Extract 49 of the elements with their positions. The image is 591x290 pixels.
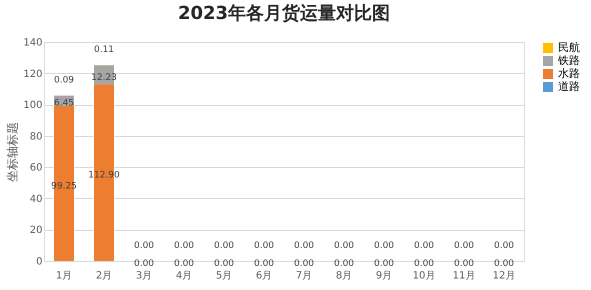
data-label: 0.00 — [374, 241, 394, 251]
data-label: 0.00 — [414, 259, 434, 269]
data-label: 0.00 — [294, 259, 314, 269]
data-label: 0.00 — [134, 259, 154, 269]
data-label: 6.45 — [54, 98, 74, 109]
data-label: 0.00 — [494, 241, 514, 251]
y-tick-label: 20 — [30, 225, 42, 236]
x-tick-label: 7月 — [296, 270, 312, 282]
data-label: 0.00 — [454, 259, 474, 269]
y-tick-label: 0 — [36, 256, 42, 268]
data-label: 0.00 — [174, 259, 194, 269]
data-label: 0.00 — [414, 241, 434, 251]
legend-label: 水路 — [558, 67, 580, 80]
data-label: 0.00 — [334, 259, 354, 269]
x-tick-label: 3月 — [136, 270, 152, 282]
data-label: 0.00 — [334, 241, 354, 251]
data-label: 0.00 — [134, 241, 154, 251]
data-label: 0.00 — [374, 259, 394, 269]
legend-label: 铁路 — [557, 54, 580, 67]
x-tick-label: 2月 — [96, 270, 112, 282]
data-label: 0.00 — [254, 241, 274, 251]
data-label: 0.00 — [454, 241, 474, 251]
x-tick-label: 6月 — [256, 270, 272, 282]
x-tick-label: 8月 — [336, 270, 352, 282]
x-tick-label: 1月 — [56, 270, 72, 282]
y-tick-label: 120 — [23, 68, 42, 80]
data-label: 0.00 — [214, 259, 234, 269]
x-tick-label: 12月 — [492, 270, 516, 282]
x-tick-label: 5月 — [216, 270, 232, 282]
x-tick-label: 11月 — [452, 270, 476, 282]
y-axis-title: 坐标轴标题 — [5, 122, 20, 182]
y-tick-label: 80 — [30, 131, 42, 142]
x-tick-label: 4月 — [176, 270, 192, 282]
data-label: 0.00 — [214, 241, 234, 251]
y-tick-label: 100 — [23, 100, 42, 112]
legend-label: 道路 — [558, 80, 580, 93]
x-tick-label: 9月 — [376, 270, 392, 282]
chart-title: 2023年各月货运量对比图 — [178, 3, 390, 24]
data-label: 0.00 — [494, 259, 514, 269]
data-label: 0.00 — [294, 241, 314, 251]
data-label: 0.00 — [254, 259, 274, 269]
y-tick-label: 140 — [23, 38, 42, 48]
data-label: 0.09 — [54, 76, 74, 86]
data-label: 0.11 — [94, 45, 114, 56]
legend-label: 民航 — [558, 41, 580, 54]
x-tick-label: 10月 — [412, 270, 436, 282]
data-label: 0.00 — [174, 241, 194, 251]
y-tick-label: 40 — [30, 194, 42, 205]
y-tick-label: 60 — [30, 162, 42, 174]
